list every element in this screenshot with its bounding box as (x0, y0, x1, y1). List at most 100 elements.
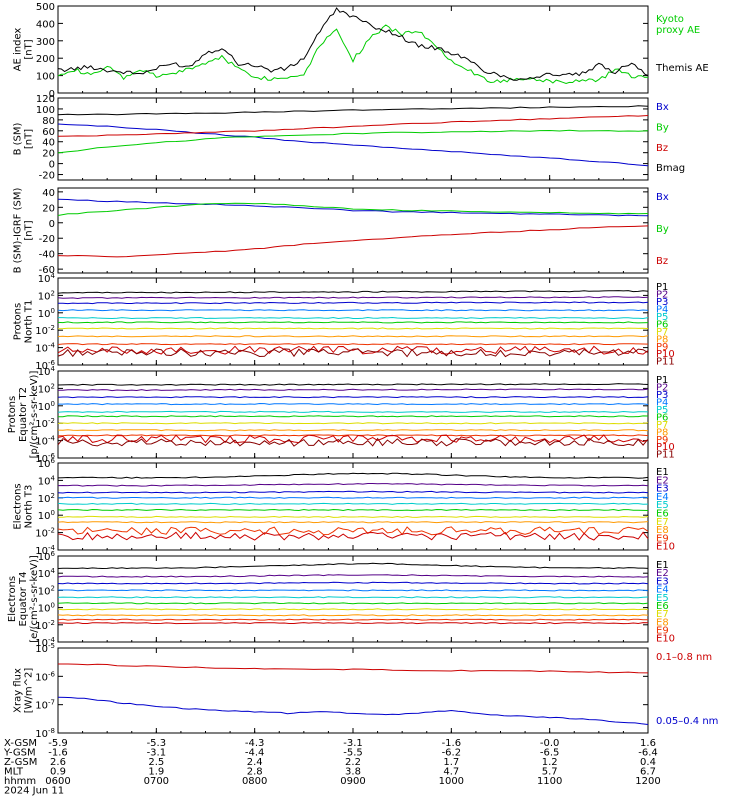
legend-entry: E8 (656, 525, 669, 536)
legend-entry: P2 (656, 289, 668, 300)
x-tick-label: -5.3 (147, 738, 167, 749)
series-line-e9 (57, 618, 649, 621)
y-tick-label: 10-4 (35, 435, 55, 448)
legend-entry: P4 (656, 397, 668, 408)
legend-entry: Bz (656, 256, 668, 267)
legend-entry: E1 (656, 560, 669, 571)
x-tick-label: 1000 (439, 776, 464, 787)
legend-entry: E8 (656, 617, 669, 628)
y-axis-label: Electrons (13, 483, 24, 529)
series-line-e4 (57, 496, 649, 499)
legend-entry: E10 (656, 634, 675, 645)
y-tick-label: 400 (36, 19, 55, 30)
legend-entry: E9 (656, 533, 669, 544)
y-tick-label: 10-6 (35, 359, 55, 372)
series-line-e4 (58, 589, 649, 592)
x-axis-row-label: hhmm (4, 776, 36, 787)
series-line-p7 (57, 327, 649, 330)
legend-entry: P9 (656, 435, 668, 446)
series-line-e1 (57, 472, 649, 479)
series-line-p1 (57, 383, 649, 386)
x-tick-label: 0900 (340, 776, 365, 787)
legend-entry: proxy AE (656, 25, 700, 36)
x-tick-label: 2.5 (148, 757, 164, 768)
series-line-bx (57, 123, 649, 167)
y-tick-label: -20 (39, 171, 55, 182)
legend-entry: P7 (656, 327, 668, 338)
legend-entry: P10 (656, 349, 675, 360)
legend-entry: E6 (656, 508, 669, 519)
y-tick-label: 106 (38, 457, 56, 470)
y-tick-label: 100 (36, 105, 55, 116)
y-axis-label: Electrons (7, 576, 18, 622)
series-line-p9 (58, 434, 649, 437)
legend-entry: E5 (656, 593, 669, 604)
series-line-p9 (57, 343, 649, 346)
y-tick-label: 104 (38, 365, 56, 378)
y-tick-label: 10-4 (35, 636, 55, 649)
x-tick-label: -1.6 (442, 738, 462, 749)
series-line-e9 (57, 526, 649, 536)
series-line-p2 (57, 296, 649, 300)
legend-entry: Bmag (656, 163, 685, 174)
x-tick-label: -3.1 (147, 748, 167, 759)
legend-entry: P11 (656, 357, 675, 368)
y-tick-label: 0 (49, 219, 55, 230)
series-line-bx (57, 198, 649, 217)
y-tick-label: 10-2 (35, 527, 55, 540)
x-tick-label: 2.4 (247, 757, 263, 768)
x-tick-label: 3.8 (345, 767, 361, 778)
x-tick-label: 0.4 (640, 757, 656, 768)
y-axis-label: [nT] (24, 129, 35, 149)
y-tick-label: 10-5 (35, 642, 55, 655)
legend-entry: P3 (656, 297, 668, 308)
legend-entry: Bx (656, 102, 669, 113)
series-line-bmag (57, 105, 649, 116)
x-tick-label: 2.6 (50, 757, 66, 768)
y-axis-label: [p/(cm²-s-sr-keV)] (29, 371, 40, 459)
series-line-p2 (57, 388, 649, 392)
x-tick-label: 6.7 (640, 767, 656, 778)
y-tick-label: 102 (38, 382, 55, 395)
x-tick-label: -4.3 (245, 738, 265, 749)
y-tick-label: 80 (42, 116, 55, 127)
legend-entry: E5 (656, 500, 669, 511)
y-tick-label: 100 (38, 602, 55, 615)
y-tick-label: 20 (42, 203, 55, 214)
y-axis-label: [nT] (24, 39, 35, 59)
series-line-p8 (57, 429, 649, 432)
legend-entry: By (656, 224, 669, 235)
y-axis-label: B (SM)-IGRF (SM) (13, 188, 24, 274)
series-line-e3 (57, 581, 649, 585)
legend-entry: Bx (656, 192, 669, 203)
series-line-p1 (57, 290, 649, 294)
y-tick-label: 300 (36, 37, 55, 48)
y-tick-label: -40 (39, 250, 55, 261)
x-tick-label: 1.2 (542, 757, 558, 768)
series-line-p4 (57, 309, 649, 312)
legend-entry: P8 (656, 334, 668, 345)
x-tick-label: -5.9 (48, 738, 68, 749)
legend-entry: E3 (656, 484, 669, 495)
panel-frame-8 (57, 647, 649, 734)
x-tick-label: 1100 (537, 776, 562, 787)
y-tick-label: 100 (36, 72, 55, 83)
y-tick-label: 10-6 (35, 452, 55, 465)
series-line-e7 (57, 608, 649, 611)
legend-entry: P8 (656, 427, 668, 438)
series-line-e8 (57, 521, 649, 524)
y-tick-label: 10-6 (35, 670, 55, 683)
x-axis-row-label: MLT (4, 767, 24, 778)
series-line-themis-ae (57, 7, 649, 81)
legend-entry: P4 (656, 304, 668, 315)
legend-entry: P9 (656, 342, 668, 353)
legend-entry: P11 (656, 450, 675, 461)
series-line-e5 (57, 596, 649, 599)
x-tick-label: -6.5 (540, 748, 560, 759)
y-tick-label: 40 (42, 188, 55, 199)
y-tick-label: 104 (38, 474, 56, 487)
x-tick-label: 0700 (144, 776, 169, 787)
series-line-e8 (57, 614, 649, 617)
series-line-e1 (57, 562, 649, 570)
legend-entry: E9 (656, 626, 669, 637)
